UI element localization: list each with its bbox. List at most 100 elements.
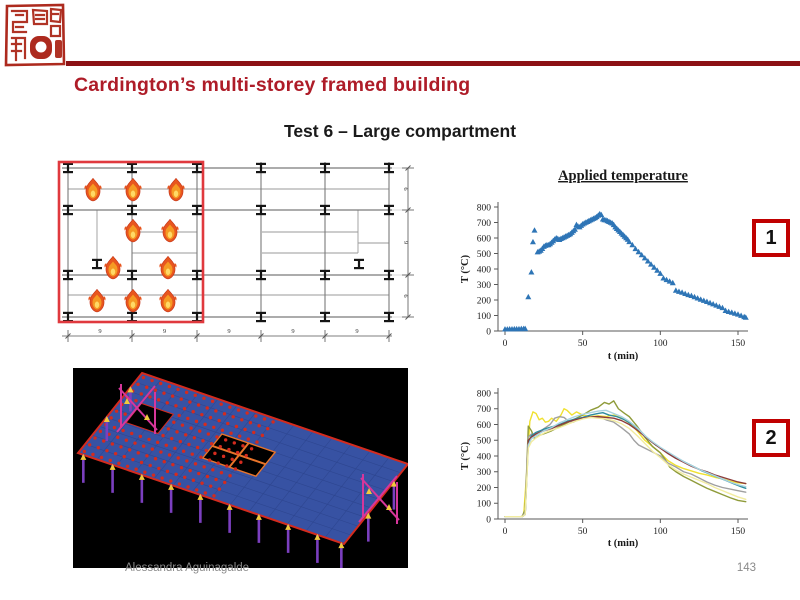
y-tick-label: 300 [477,468,492,478]
load-dot [169,436,174,441]
fire-zone-outline [57,160,205,324]
y-tick-label: 300 [477,281,492,291]
load-dot [246,437,251,441]
data-point-triangle [657,270,664,276]
dimension-slash [129,333,135,339]
load-dot [150,447,154,451]
support-arrow [168,483,175,490]
column-icon [384,162,394,174]
load-dot [257,423,261,428]
load-dot [201,439,205,443]
column-icon [127,204,137,216]
chart1-badge: 1 [752,219,790,257]
dimension-slash [405,272,411,278]
x-tick-label: 150 [731,527,746,537]
data-point-triangle [694,295,701,301]
load-dot [114,409,119,413]
load-dot [199,455,203,459]
load-dot [136,451,140,455]
series-line-thermocouple-1 [504,408,747,518]
load-dot [202,465,206,469]
load-dot [136,382,140,386]
load-dot [186,416,190,421]
load-dot [122,454,126,459]
dimension-slash [194,333,200,339]
load-dot [99,455,104,460]
fire-icon [88,289,106,313]
load-dot [175,430,179,434]
mesh-line [153,398,219,480]
mesh-line [267,437,333,519]
load-dot [166,427,171,431]
load-dot [148,463,152,468]
load-dot [240,418,244,422]
dimension-label: 9 [402,241,409,244]
load-dot [177,413,181,418]
load-dot [193,393,197,398]
y-tick-label: 600 [477,421,492,431]
column-icon [256,162,266,174]
load-dot [173,446,177,450]
load-dot [215,435,219,439]
y-axis-label: T (°C) [460,441,471,470]
load-dot [260,433,265,438]
data-point-triangle [531,227,538,233]
load-dot [101,439,106,443]
load-dot [155,440,160,445]
load-dot [196,403,201,407]
column-icon [384,204,394,216]
chart1-badge-label: 1 [765,226,777,249]
load-dot [116,435,120,439]
column-icon [192,204,202,216]
load-dot [205,474,210,479]
load-dot [235,450,240,455]
load-dot [231,415,235,419]
data-point-triangle [688,292,695,299]
load-dot [209,441,214,446]
column-icon [92,258,102,270]
load-dot [243,427,247,432]
data-point-triangle [529,238,536,245]
support-arrow [338,542,345,549]
load-dot [178,439,183,444]
y-tick-label: 100 [477,312,492,322]
load-dot [232,441,237,445]
data-point-triangle [644,258,651,264]
load-dot [228,405,232,409]
load-dot [87,443,92,447]
mesh-line [286,444,352,525]
load-dot [169,479,173,483]
data-point-triangle [641,254,648,261]
fire-icon [124,178,142,202]
load-dot [216,461,220,465]
y-tick-label: 400 [477,452,492,462]
load-dot [131,457,135,462]
load-dot [252,430,256,435]
load-dot [181,449,186,453]
data-point-triangle [666,278,673,284]
load-dot [148,395,152,399]
load-dot [177,482,182,486]
data-point-triangle [669,279,676,286]
fire-icon [84,178,102,202]
column-icon [320,269,330,281]
dimension-label: 9 [355,328,358,335]
mesh-line [172,405,238,486]
load-dot [174,404,178,408]
load-dot [200,412,204,417]
load-dot [119,445,123,449]
load-dot [195,445,200,450]
load-dot [159,450,163,454]
opening-beam [212,445,266,466]
load-dot [110,442,115,446]
load-dot [219,471,224,475]
data-point-triangle [710,301,717,307]
load-dot [194,488,199,492]
data-point-triangle [525,293,532,300]
mesh-line [305,450,371,532]
load-dot [214,477,218,482]
load-dot [179,397,183,401]
support-arrow [197,493,204,500]
floor-plan-diagram: 9 9 9 9 9 6 9 6 [57,160,414,342]
footer-page-number: 143 [736,562,756,574]
